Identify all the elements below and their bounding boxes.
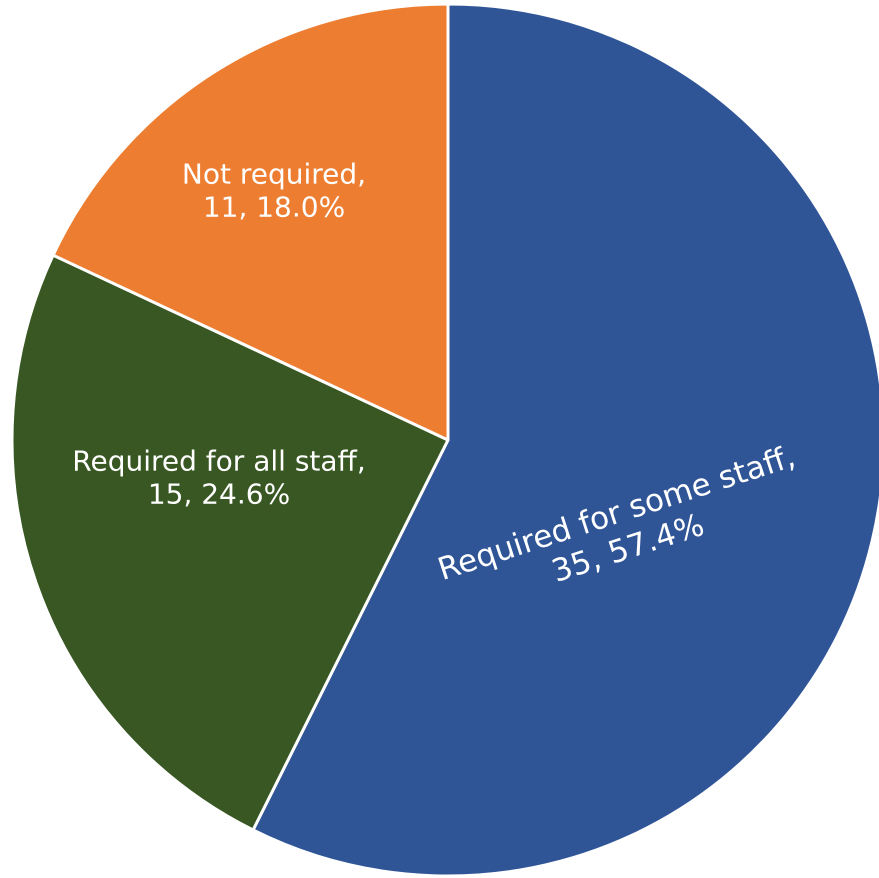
- pie-slice-label-line1: Not required,: [182, 157, 366, 190]
- pie-slice-label-line2: 15, 24.6%: [148, 477, 290, 510]
- pie-slice-label-line2: 11, 18.0%: [203, 190, 345, 223]
- pie-slice-3: [51, 2, 450, 442]
- pie-slice-2: [10, 253, 450, 832]
- pie-slice-label-line1: Required for all staff,: [72, 444, 365, 477]
- pie-slice-1: [251, 2, 879, 878]
- pie-slice-label-2: Required for all staff, 15, 24.6%: [72, 444, 365, 510]
- pie-slices: [10, 2, 879, 878]
- pie-slice-label-3: Not required, 11, 18.0%: [182, 157, 366, 223]
